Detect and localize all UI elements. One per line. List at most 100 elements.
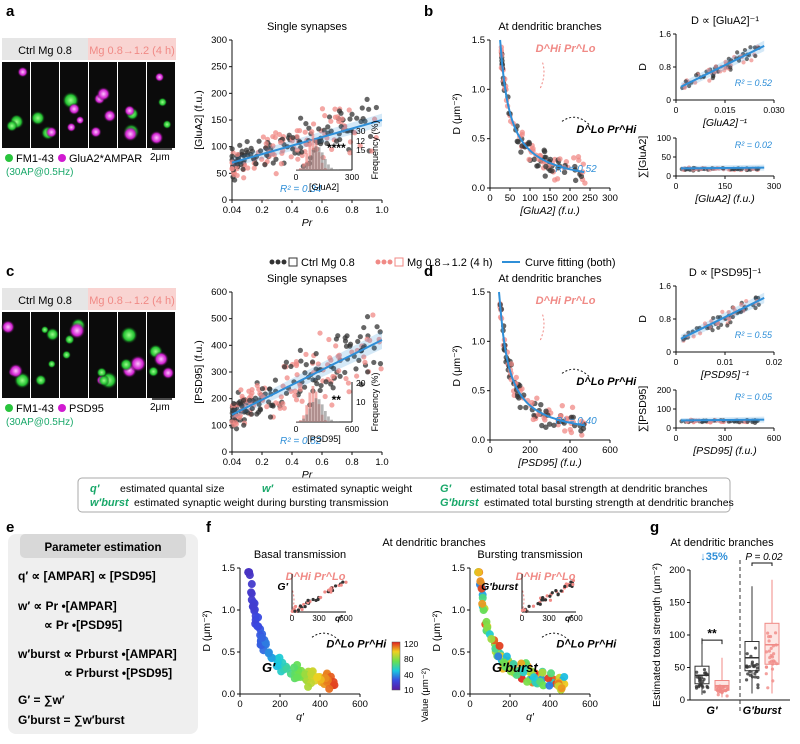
inset-point <box>531 604 536 608</box>
y-tick-label: 0.8 <box>659 314 671 324</box>
y-tick-label: 0.5 <box>452 647 465 658</box>
y-tick-label: 0.5 <box>472 134 485 145</box>
data-point <box>372 116 378 122</box>
data-point <box>317 387 323 394</box>
data-point <box>707 78 712 83</box>
data-point <box>561 169 568 175</box>
data-point <box>367 133 374 140</box>
y-axis-label: D <box>637 63 649 71</box>
data-point <box>303 351 309 357</box>
y-tick-label: 50 <box>662 152 672 162</box>
data-point <box>278 139 284 145</box>
def-q-sym: q′ <box>90 483 101 495</box>
x-tick-label: 400 <box>562 445 578 456</box>
box-point <box>718 684 722 688</box>
percent-change: ↓35% <box>700 551 728 563</box>
puncta <box>34 374 47 387</box>
annotation-hi-arrow <box>539 313 545 341</box>
data-point <box>362 118 368 124</box>
puncta <box>68 322 86 340</box>
hist-bar-ctrl <box>308 408 312 422</box>
data-point <box>538 668 547 677</box>
scale-bar-c-label: 2μm <box>150 402 170 413</box>
x-tick-label: 300 <box>602 193 618 204</box>
data-point <box>288 363 294 370</box>
data-point <box>253 161 259 167</box>
data-point <box>359 105 365 111</box>
data-point <box>283 390 290 396</box>
data-point <box>543 163 549 170</box>
y-axis-label: D (μm⁻²) <box>451 345 463 386</box>
inset-point <box>571 578 576 583</box>
panel-d-side-top: 0 0.01 0.02 0 0.8 1.6 [PSD95]⁻¹ D D ∝ [PSD95]⁻¹ R… <box>637 267 783 381</box>
data-point <box>377 329 383 335</box>
puncta <box>6 120 18 132</box>
data-point <box>487 634 496 643</box>
x-tick-label: 50 <box>505 193 516 204</box>
r2-label: R² = 0.52 <box>280 436 322 447</box>
r2-label: R² = 0.02 <box>735 140 772 150</box>
y-tick-label: 0 <box>222 195 227 206</box>
box-point <box>767 639 771 643</box>
inset-point <box>316 597 320 602</box>
x-tick-label: 0.2 <box>255 457 268 468</box>
annotation-lo: D^Lo Pr^Hi <box>576 376 637 388</box>
hist-bar-ctrl <box>317 399 321 422</box>
puncta <box>153 351 169 367</box>
y-tick-label: 0.0 <box>452 689 465 700</box>
data-point <box>512 670 521 679</box>
data-point <box>568 414 575 421</box>
y-tick-label: 1.6 <box>659 281 671 291</box>
box-point <box>771 644 776 648</box>
data-point <box>495 641 504 650</box>
y-tick-label: 100 <box>657 404 671 414</box>
y-tick-label: 500 <box>211 314 227 325</box>
data-point <box>272 377 279 383</box>
data-point <box>711 315 716 321</box>
box-point <box>766 686 770 690</box>
puncta <box>96 86 111 102</box>
data-point <box>347 116 353 122</box>
box-point <box>756 675 760 680</box>
data-point <box>330 373 336 380</box>
box-point <box>716 693 720 697</box>
data-point <box>289 146 296 152</box>
data-point <box>270 143 276 149</box>
y-tick-label: 100 <box>669 630 685 641</box>
panel-letter-c: c <box>6 263 14 280</box>
data-point <box>237 412 243 419</box>
inset-x-tick: 600 <box>569 614 583 623</box>
data-point <box>564 415 570 422</box>
panel-b-side-bottom: 0 150 300 0 50 100 [GluA2] (f.u.) ∑[GluA2] R² = … <box>637 133 781 205</box>
puncta <box>45 126 58 139</box>
box-point <box>770 659 774 663</box>
data-point <box>339 116 345 122</box>
data-point <box>329 146 335 152</box>
box-point <box>754 669 758 673</box>
def-g-text: estimated total basal strength at dendri… <box>470 483 708 495</box>
inset-point <box>344 580 348 584</box>
panel-a-scatter: 0.04 0.2 0.4 0.6 0.8 1.0050100150200250300Pr[… <box>193 21 389 229</box>
box-point <box>746 672 750 676</box>
inset-point <box>554 589 558 593</box>
data-point <box>310 377 316 383</box>
micrograph-tile <box>118 312 146 398</box>
hist-bar-ctrl <box>317 147 321 170</box>
x-tick-label: 0 <box>487 193 492 204</box>
x-tick-label: 0 <box>674 181 679 191</box>
data-point <box>578 418 585 424</box>
data-point <box>266 399 272 405</box>
panel-a-micrographs: Ctrl Mg 0.8 Mg 0.8→1.2 (4 h) FM1-43 GluA… <box>2 38 176 178</box>
y-axis-label: ∑[GluA2] <box>637 136 649 179</box>
data-point <box>353 366 359 372</box>
y-axis-label: [GluA2] (f.u.) <box>193 90 205 150</box>
panel-letter-g: g <box>650 519 659 536</box>
y-tick-label: 400 <box>211 340 227 351</box>
param-title: Parameter estimation <box>45 542 162 554</box>
data-point <box>499 658 508 667</box>
data-point <box>523 677 532 686</box>
x-tick-label: 150 <box>542 193 558 204</box>
inset-x-label: q′ <box>565 613 573 623</box>
data-point <box>346 107 352 113</box>
data-point <box>545 681 554 690</box>
